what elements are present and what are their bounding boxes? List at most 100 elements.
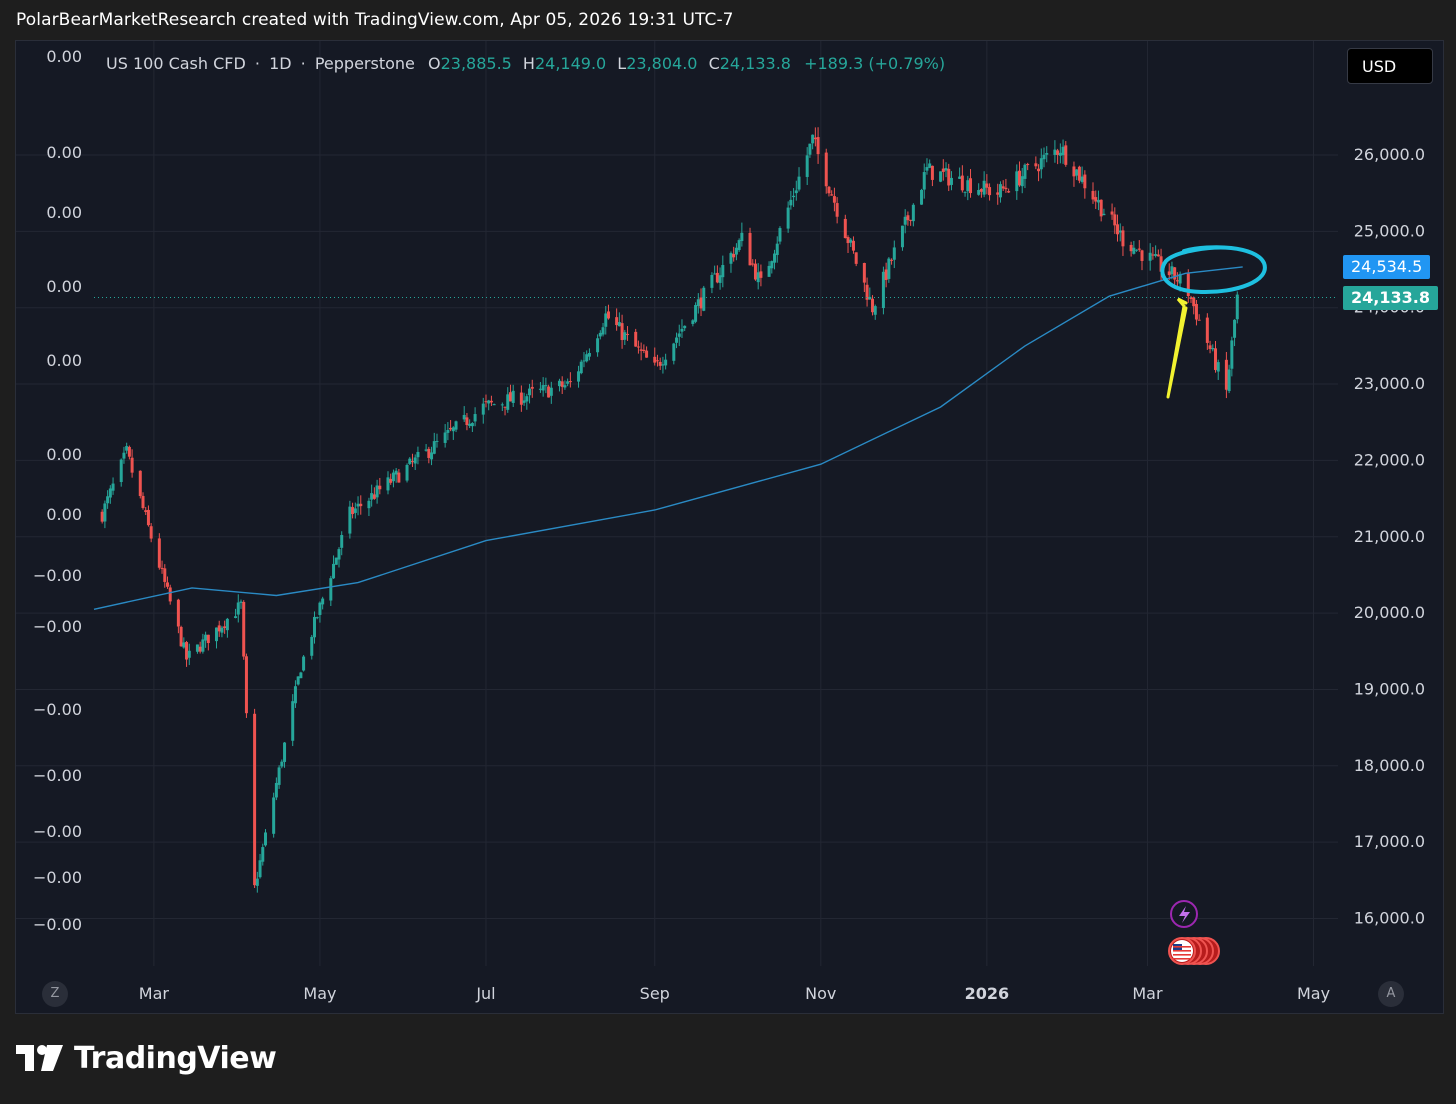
candle-body: [928, 163, 932, 168]
x-tick-label: 2026: [965, 984, 1010, 1003]
candle-body: [854, 252, 858, 264]
candle-body: [1037, 168, 1041, 172]
candle-body: [816, 137, 820, 155]
candle-body: [1058, 152, 1062, 156]
candle-body: [446, 430, 450, 433]
candle-body: [734, 247, 738, 255]
auto-scale-left-button[interactable]: Z: [42, 981, 68, 1007]
candle-body: [119, 459, 123, 483]
candle-body: [1023, 164, 1027, 179]
candle-body: [1227, 369, 1231, 392]
candle-body: [582, 360, 586, 362]
candle-body: [198, 646, 202, 652]
candle-body: [732, 253, 736, 258]
candle-body: [525, 396, 529, 402]
candle-body: [334, 557, 338, 565]
candle-body: [939, 171, 943, 182]
candle-body: [634, 331, 638, 347]
candle-body: [873, 306, 877, 315]
candle-body: [1053, 149, 1057, 155]
us-flag-stripe: [1173, 954, 1191, 956]
us-flag-stripe: [1173, 946, 1191, 948]
candle-body: [1034, 163, 1038, 167]
candle-body: [465, 417, 469, 426]
y-tick-label: 17,000.0: [1354, 832, 1425, 851]
candle-body: [391, 472, 395, 482]
candle-body: [261, 847, 265, 862]
currency-button[interactable]: USD: [1347, 48, 1433, 84]
candle-body: [963, 191, 967, 193]
candle-body: [315, 617, 319, 619]
candle-body: [922, 172, 926, 190]
candle-body: [868, 296, 872, 300]
candle-body: [729, 253, 733, 264]
candle-body: [1216, 362, 1220, 372]
candle-body: [489, 400, 493, 403]
annotation-ellipse: [1160, 245, 1267, 295]
candle-body: [1102, 213, 1106, 216]
candle-body: [645, 350, 649, 358]
candle-body: [1189, 297, 1193, 299]
candlestick-chart[interactable]: 16,000.0 17,000.0 18,000.0 19,000.0 20,000.0…: [16, 41, 1443, 1013]
candle-body: [217, 625, 221, 632]
candle-body: [549, 387, 553, 396]
candle-body: [587, 352, 591, 357]
candle-body: [1042, 154, 1046, 160]
candle-body: [636, 346, 640, 348]
candle-body: [187, 650, 191, 658]
candle-body: [718, 275, 722, 283]
candle-body: [996, 192, 1000, 195]
candle-body: [332, 563, 336, 579]
candle-body: [585, 354, 589, 362]
candle-body: [1192, 297, 1196, 307]
candle-body: [756, 272, 760, 283]
candle-body: [835, 203, 839, 217]
candle-body: [1096, 199, 1100, 203]
candle-body: [1091, 190, 1095, 200]
candle-body: [500, 404, 504, 406]
candle-body: [538, 388, 542, 390]
auto-scale-right-button[interactable]: A: [1378, 981, 1404, 1007]
candle-body: [370, 493, 374, 500]
legend-interval: 1D: [269, 54, 292, 73]
candle-body: [577, 371, 581, 382]
y-tick-label: 25,000.0: [1354, 221, 1425, 240]
candle-body: [778, 228, 782, 242]
candle-body: [960, 175, 964, 191]
candle-body: [427, 448, 431, 458]
chart-pane[interactable]: 16,000.0 17,000.0 18,000.0 19,000.0 20,000.0…: [15, 40, 1444, 1014]
candle-body: [813, 137, 817, 140]
candle-body: [925, 167, 929, 171]
candle-body: [321, 598, 325, 605]
candle-body: [903, 216, 907, 225]
x-tick-label: Jul: [475, 984, 495, 1003]
candle-body: [1140, 250, 1144, 261]
legend-symbol: US 100 Cash CFD: [106, 54, 246, 73]
tradingview-brand[interactable]: TradingView: [16, 1038, 277, 1078]
candle-body: [862, 263, 866, 283]
candle-body: [443, 432, 447, 443]
candle-body: [108, 488, 112, 498]
candle-body: [958, 176, 962, 179]
symbol-legend[interactable]: US 100 Cash CFD · 1D · Pepperstone O23,8…: [106, 54, 946, 73]
candle-body: [1148, 252, 1152, 261]
candle-body: [405, 464, 409, 481]
candle-body: [1001, 186, 1005, 189]
candle-body: [969, 178, 973, 194]
candle-body: [522, 400, 526, 403]
candle-body: [598, 332, 602, 337]
moving-average-line: [93, 266, 1243, 610]
candle-body: [568, 381, 572, 383]
candle-body: [386, 477, 390, 491]
candle-body: [157, 538, 161, 568]
left-axis-label: 0.00: [46, 277, 82, 296]
candle-body: [982, 180, 986, 195]
candle-body: [775, 243, 779, 255]
candle-body: [642, 349, 646, 351]
legend-close-key: C: [708, 54, 720, 73]
candle-body: [680, 328, 684, 332]
candle-body: [302, 656, 306, 671]
candle-body: [944, 168, 948, 171]
candle-body: [596, 338, 600, 353]
candle-body: [103, 503, 107, 522]
